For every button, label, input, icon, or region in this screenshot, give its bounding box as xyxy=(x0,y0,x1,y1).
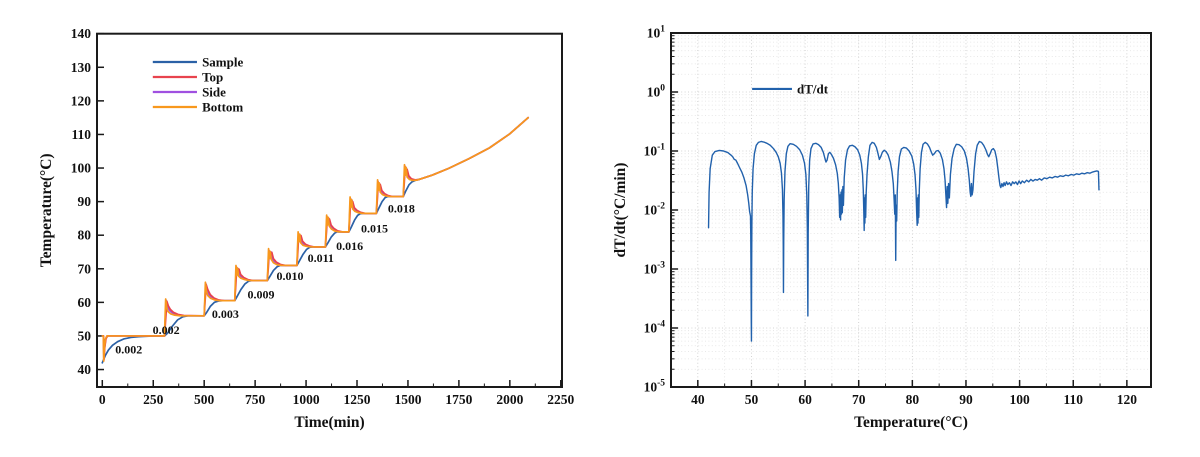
data-label: 0.015 xyxy=(361,221,388,235)
x-tick-label: 70 xyxy=(852,392,866,407)
temperature-time-chart: 0 250 500 750 1000 1250 1500 1750 2000 2250 40 50 60… xyxy=(38,26,575,431)
legend-label: Bottom xyxy=(202,100,243,115)
data-label: 0.016 xyxy=(336,239,363,253)
x-tick-label: 90 xyxy=(959,392,973,407)
x-tick-label: 250 xyxy=(143,392,164,407)
data-label: 0.002 xyxy=(153,323,180,337)
y-tick-label: 60 xyxy=(78,295,92,310)
legend-label: Sample xyxy=(202,54,243,69)
legend-label: Side xyxy=(202,84,226,99)
x-tick-label: 0 xyxy=(99,392,106,407)
y-tick-label: 130 xyxy=(71,60,92,75)
y-tick-label: 10-4 xyxy=(644,320,666,336)
y-tick-label: 10-5 xyxy=(644,379,666,395)
y-axis-title: Temperature(°C) xyxy=(38,153,55,267)
x-tick-label: 1750 xyxy=(445,392,472,407)
series-bottom-line xyxy=(101,116,530,362)
x-tick-label: 2250 xyxy=(547,392,574,407)
data-label: 0.011 xyxy=(308,251,334,265)
dtdt-temperature-panel: 40 50 60 70 80 90 100 110 120 101 100 10-1 10-2 10-3 1… xyxy=(600,0,1200,457)
plot-frame xyxy=(96,32,563,388)
x-tick-label: 50 xyxy=(745,392,759,407)
dtdt-temperature-chart: 40 50 60 70 80 90 100 110 120 101 100 10-1 10-2 10-3 1… xyxy=(612,25,1152,431)
temperature-time-panel: 0 250 500 750 1000 1250 1500 1750 2000 2250 40 50 60… xyxy=(38,26,575,431)
y-axis-title: dT/dt(°C/min) xyxy=(612,163,629,258)
y-tick-label: 50 xyxy=(78,328,92,343)
data-label: 0.010 xyxy=(276,269,303,283)
x-axis-title: Temperature(°C) xyxy=(854,414,968,431)
x-tick-label: 60 xyxy=(798,392,812,407)
y-tick-label: 90 xyxy=(78,194,92,209)
y-tick-label: 80 xyxy=(78,228,92,243)
x-tick-label: 2000 xyxy=(496,392,523,407)
data-label: 0.018 xyxy=(388,202,415,216)
x-tick-label: 1500 xyxy=(394,392,421,407)
x-tick-label: 1250 xyxy=(344,392,371,407)
y-tick-label: 140 xyxy=(71,26,92,41)
axis-ticks xyxy=(97,32,562,387)
x-tick-label: 80 xyxy=(906,392,920,407)
data-label: 0.009 xyxy=(248,287,275,301)
y-tick-label: 40 xyxy=(78,362,92,377)
axis-ticks xyxy=(671,32,1128,388)
x-tick-label: 40 xyxy=(691,392,705,407)
x-axis-title: Time(min) xyxy=(294,414,364,431)
x-tick-label: 100 xyxy=(1009,392,1030,407)
grid-lines xyxy=(671,33,1151,387)
y-tick-label: 120 xyxy=(71,93,92,108)
data-label: 0.002 xyxy=(115,343,142,357)
y-tick-label: 101 xyxy=(647,25,666,41)
legend: dT/dt xyxy=(752,81,829,96)
y-tick-label: 70 xyxy=(78,261,92,276)
y-tick-label: 10-1 xyxy=(644,143,666,159)
x-tick-label: 750 xyxy=(245,392,266,407)
x-tick-label: 110 xyxy=(1063,392,1083,407)
y-tick-label: 10-2 xyxy=(644,202,666,218)
y-tick-label: 110 xyxy=(71,127,91,142)
x-tick-label: 1000 xyxy=(293,392,320,407)
x-tick-label: 120 xyxy=(1117,392,1138,407)
y-tick-label: 100 xyxy=(647,84,666,100)
data-label: 0.003 xyxy=(212,307,239,321)
y-tick-label: 10-3 xyxy=(644,261,666,277)
legend-label: dT/dt xyxy=(797,81,829,96)
y-tick-label: 100 xyxy=(71,161,92,176)
legend-label: Top xyxy=(202,69,223,84)
x-tick-label: 500 xyxy=(194,392,215,407)
series-dt-dt-line xyxy=(707,140,1100,342)
